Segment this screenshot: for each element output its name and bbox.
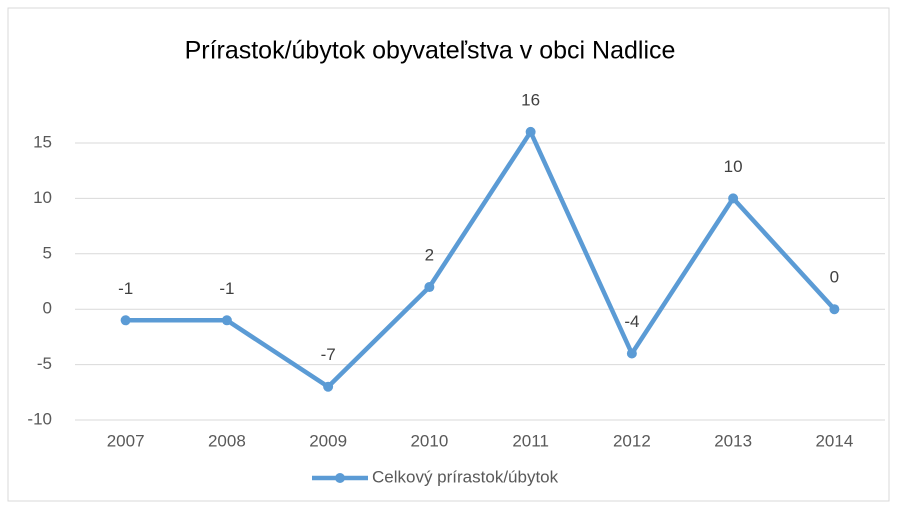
x-tick-label: 2008 bbox=[208, 431, 246, 450]
y-tick-label: -5 bbox=[37, 354, 52, 373]
legend-marker bbox=[335, 473, 345, 483]
x-tick-label: 2013 bbox=[714, 431, 752, 450]
data-label: 0 bbox=[830, 268, 839, 287]
x-tick-label: 2014 bbox=[815, 431, 853, 450]
point bbox=[221, 315, 232, 326]
point bbox=[728, 193, 739, 204]
point bbox=[829, 304, 840, 315]
x-tick-label: 2007 bbox=[107, 431, 145, 450]
point bbox=[424, 282, 435, 293]
data-label: -1 bbox=[118, 279, 133, 298]
data-label: -7 bbox=[321, 345, 336, 364]
legend-label: Celkový prírastok/úbytok bbox=[372, 467, 559, 486]
data-label: -1 bbox=[219, 279, 234, 298]
y-tick-label: 5 bbox=[43, 243, 52, 262]
data-label: -4 bbox=[624, 312, 639, 331]
point bbox=[323, 381, 334, 392]
y-tick-label: 15 bbox=[33, 132, 52, 151]
data-label: 10 bbox=[724, 157, 743, 176]
x-tick-label: 2010 bbox=[410, 431, 448, 450]
point bbox=[626, 348, 637, 359]
y-tick-label: 0 bbox=[43, 299, 52, 318]
x-tick-label: 2009 bbox=[309, 431, 347, 450]
y-tick-label: 10 bbox=[33, 188, 52, 207]
chart-title: Prírastok/úbytok obyvateľstva v obci Nad… bbox=[185, 37, 676, 65]
point bbox=[120, 315, 131, 326]
series-line bbox=[125, 129, 837, 390]
data-label: 2 bbox=[425, 246, 434, 265]
y-tick-label: -10 bbox=[27, 409, 52, 428]
x-tick-label: 2011 bbox=[512, 431, 549, 450]
point bbox=[525, 126, 536, 137]
x-tick-label: 2012 bbox=[613, 431, 651, 450]
data-label: 16 bbox=[521, 90, 540, 109]
